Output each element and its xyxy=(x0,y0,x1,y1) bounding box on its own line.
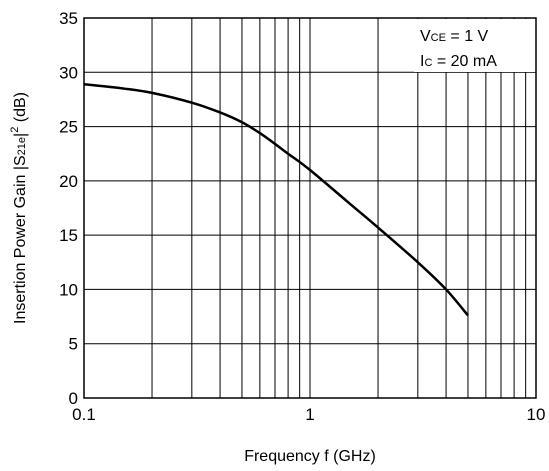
x-tick-labels: 0.1 1 10 xyxy=(72,405,545,424)
grid xyxy=(84,18,536,398)
y-tick-label: 5 xyxy=(69,335,78,354)
y-tick-label: 15 xyxy=(59,226,78,245)
y-tick-label: 25 xyxy=(59,118,78,137)
y-tick-label: 10 xyxy=(59,280,78,299)
x-tick-label: 1 xyxy=(305,405,314,424)
y-tick-label: 30 xyxy=(59,63,78,82)
y-tick-label: 35 xyxy=(59,9,78,28)
gain-curve xyxy=(83,82,469,317)
y-tick-label: 20 xyxy=(59,172,78,191)
series-layer xyxy=(83,82,469,317)
y-axis-label: Insertion Power Gain |S21e|2 (dB) xyxy=(9,92,29,324)
annotation-background xyxy=(414,19,535,72)
y-tick-labels: 0 5 10 15 20 25 30 35 xyxy=(59,9,78,408)
x-tick-label: 0.1 xyxy=(72,405,96,424)
x-tick-label: 10 xyxy=(527,405,546,424)
annotation-ic: IC = 20 mA xyxy=(420,53,497,70)
annotation: VCE = 1 V IC = 20 mA xyxy=(414,19,535,72)
annotation-vce: VCE = 1 V xyxy=(420,28,489,45)
x-axis-label: Frequency f (GHz) xyxy=(244,448,376,465)
y-tick-label: 0 xyxy=(69,389,78,408)
plot-frame xyxy=(83,17,537,399)
